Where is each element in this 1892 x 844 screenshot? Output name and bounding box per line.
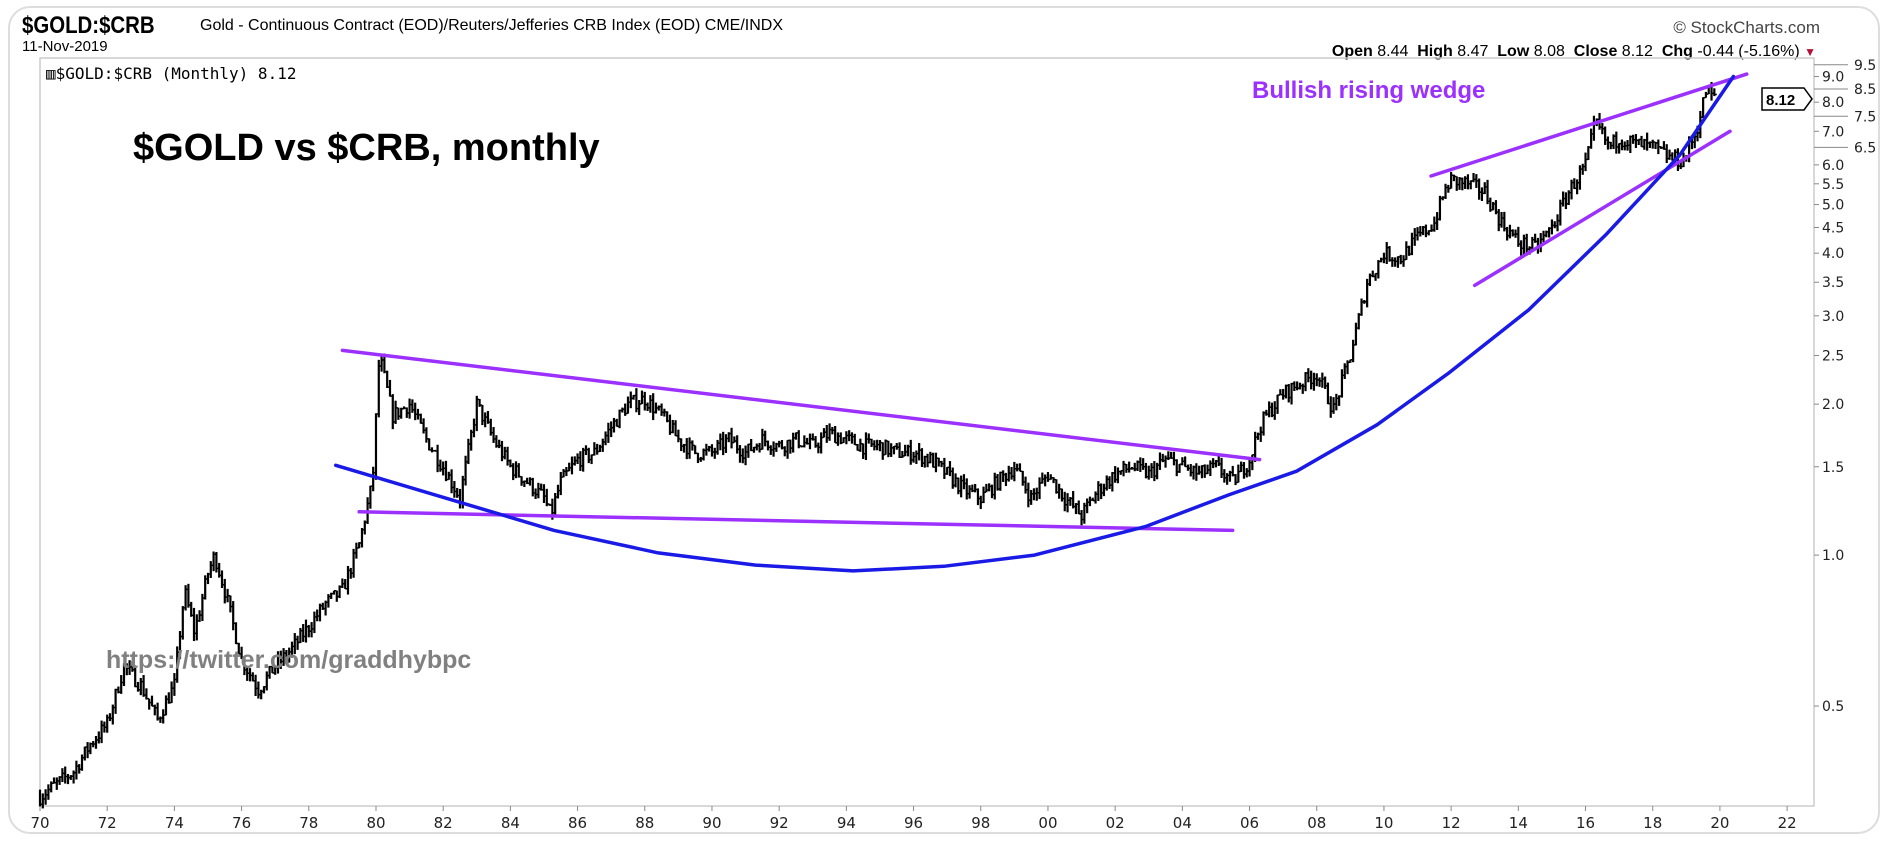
- y-tick-label: 9.5: [1854, 58, 1876, 74]
- x-tick-label: 80: [366, 814, 385, 832]
- x-tick-label: 12: [1442, 814, 1461, 832]
- open-label: Open: [1331, 43, 1373, 60]
- wedge-upper-line: [1429, 72, 1749, 178]
- x-tick-label: 14: [1509, 814, 1528, 832]
- x-tick-label: 98: [971, 814, 990, 832]
- x-tick-label: 16: [1576, 814, 1595, 832]
- x-tick-label: 82: [434, 814, 453, 832]
- x-tick-label: 78: [299, 814, 318, 832]
- x-tick-label: 92: [770, 814, 789, 832]
- high-value: 8.47: [1457, 43, 1489, 60]
- parabolic-curve: [333, 74, 1736, 573]
- copyright[interactable]: © StockCharts.com: [1673, 18, 1820, 37]
- x-tick-label: 88: [635, 814, 654, 832]
- low-value: 8.08: [1533, 43, 1565, 60]
- y-tick-label: 1.5: [1822, 460, 1844, 476]
- y-tick-label: 8.5: [1854, 82, 1876, 98]
- high-label: High: [1417, 43, 1453, 60]
- wedge-lower-line: [1472, 129, 1732, 288]
- x-tick-label: 00: [1038, 814, 1057, 832]
- plot-area: [39, 57, 1815, 807]
- x-tick-label: 72: [98, 814, 117, 832]
- y-tick-label: 8.0: [1822, 95, 1844, 111]
- x-tick-label: 20: [1710, 814, 1729, 832]
- y-tick-label: 2.5: [1822, 349, 1844, 365]
- chart-symbol: $GOLD:$CRB: [22, 12, 155, 39]
- y-tick-label: 7.0: [1822, 124, 1844, 140]
- chart-title: $GOLD vs $CRB, monthly: [133, 127, 600, 169]
- x-tick-label: 74: [165, 814, 184, 832]
- chart-date: 11-Nov-2019: [22, 38, 108, 55]
- chg-label: Chg: [1661, 43, 1693, 60]
- last-price-label: 8.12: [1766, 92, 1795, 109]
- y-tick-label: 6.5: [1854, 140, 1876, 156]
- y-tick-label: 0.5: [1822, 699, 1844, 715]
- x-tick-label: 76: [232, 814, 251, 832]
- y-tick-label: 9.0: [1822, 70, 1844, 86]
- upper-channel-line: [340, 348, 1262, 462]
- chart-description: Gold - Continuous Contract (EOD)/Reuters…: [200, 17, 783, 34]
- y-tick-label: 1.0: [1822, 548, 1844, 564]
- ohlc-readout: Open 8.44 High 8.47 Low 8.08 Close 8.12 …: [1332, 43, 1816, 61]
- x-tick-label: 70: [30, 814, 49, 832]
- down-triangle-icon: ▼: [1804, 45, 1816, 59]
- x-tick-label: 22: [1778, 814, 1797, 832]
- y-tick-label: 3.0: [1822, 309, 1844, 325]
- chg-value: -0.44 (-5.16%): [1697, 43, 1800, 60]
- watermark: https://twitter.com/graddhybpc: [106, 646, 471, 674]
- x-tick-label: 96: [904, 814, 923, 832]
- y-tick-label: 4.5: [1822, 221, 1844, 237]
- x-tick-label: 08: [1307, 814, 1326, 832]
- chart-frame: [8, 6, 1880, 834]
- y-tick-label: 4.0: [1822, 246, 1844, 262]
- last-price-tag: 8.12: [1761, 87, 1813, 111]
- x-tick-label: 86: [568, 814, 587, 832]
- y-tick-label: 7.5: [1854, 109, 1876, 125]
- legend: ▥$GOLD:$CRB (Monthly) 8.12: [46, 64, 296, 83]
- low-label: Low: [1497, 43, 1530, 60]
- wedge-annotation: Bullish rising wedge: [1252, 77, 1485, 104]
- close-value: 8.12: [1621, 43, 1653, 60]
- x-tick-label: 02: [1106, 814, 1125, 832]
- x-tick-label: 94: [837, 814, 856, 832]
- y-tick-label: 5.0: [1822, 198, 1844, 214]
- y-tick-label: 3.5: [1822, 275, 1844, 291]
- x-tick-label: 06: [1240, 814, 1259, 832]
- x-tick-label: 90: [702, 814, 721, 832]
- open-value: 8.44: [1377, 43, 1409, 60]
- y-tick-label: 6.0: [1822, 158, 1844, 174]
- y-tick-label: 2.0: [1822, 397, 1844, 413]
- y-tick-label: 5.5: [1822, 177, 1844, 193]
- x-tick-label: 84: [501, 814, 520, 832]
- lower-channel-line: [357, 510, 1235, 533]
- bar-chart-icon: ▥: [46, 64, 56, 83]
- close-label: Close: [1573, 43, 1618, 60]
- legend-text: $GOLD:$CRB (Monthly) 8.12: [55, 64, 297, 83]
- x-tick-label: 04: [1173, 814, 1192, 832]
- x-tick-label: 18: [1643, 814, 1662, 832]
- x-tick-label: 10: [1374, 814, 1393, 832]
